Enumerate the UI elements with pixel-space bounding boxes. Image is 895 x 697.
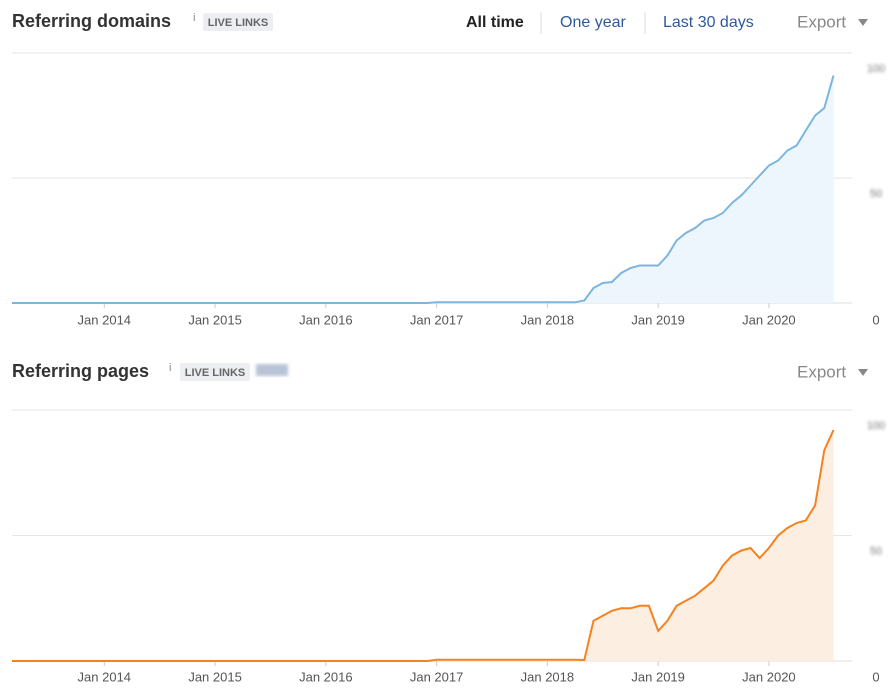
- range-all-time[interactable]: All time: [466, 14, 524, 31]
- x-tick-label: Jan 2016: [299, 312, 353, 327]
- y-tick-label: 0: [872, 669, 879, 684]
- range-one-year[interactable]: One year: [560, 14, 626, 31]
- y-tick-label: 50: [870, 188, 882, 200]
- area: [12, 75, 834, 303]
- line: [12, 75, 835, 304]
- x-tick-label: Jan 2020: [742, 312, 796, 327]
- x-tick-label: Jan 2017: [410, 669, 464, 684]
- x-tick-label: Jan 2014: [78, 312, 132, 327]
- chart-title: Referring domains: [12, 11, 171, 31]
- x-tick-label: Jan 2015: [188, 669, 242, 684]
- y-tick-label: 50: [870, 545, 882, 557]
- badge: [180, 363, 250, 381]
- export[interactable]: Export: [797, 12, 846, 31]
- info-icon[interactable]: i: [169, 362, 171, 374]
- x-tick-label: Jan 2019: [631, 312, 685, 327]
- chart-title: Referring pages: [12, 361, 149, 381]
- export-arrow[interactable]: [858, 19, 868, 26]
- x-tick-label: Jan 2018: [521, 669, 575, 684]
- badge-label: LIVE LINKS: [208, 17, 269, 29]
- x-tick-label: Jan 2016: [299, 669, 353, 684]
- x-tick-label: Jan 2014: [78, 669, 132, 684]
- y-tick-label: 100: [867, 63, 885, 75]
- x-tick-label: Jan 2015: [188, 312, 242, 327]
- line: [12, 429, 835, 662]
- badge: [203, 13, 273, 31]
- y-tick-label: 0: [872, 312, 879, 327]
- info-icon[interactable]: i: [193, 12, 195, 24]
- area: [12, 430, 834, 661]
- range-30-days[interactable]: Last 30 days: [663, 14, 754, 31]
- export-arrow[interactable]: [858, 369, 868, 376]
- export[interactable]: Export: [797, 362, 846, 381]
- x-tick-label: Jan 2019: [631, 669, 685, 684]
- x-tick-label: Jan 2018: [521, 312, 575, 327]
- y-tick-label: 100: [867, 420, 885, 432]
- x-tick-label: Jan 2017: [410, 312, 464, 327]
- x-tick-label: Jan 2020: [742, 669, 796, 684]
- badge-label: LIVE LINKS: [185, 367, 246, 379]
- blurred-count: [256, 364, 288, 376]
